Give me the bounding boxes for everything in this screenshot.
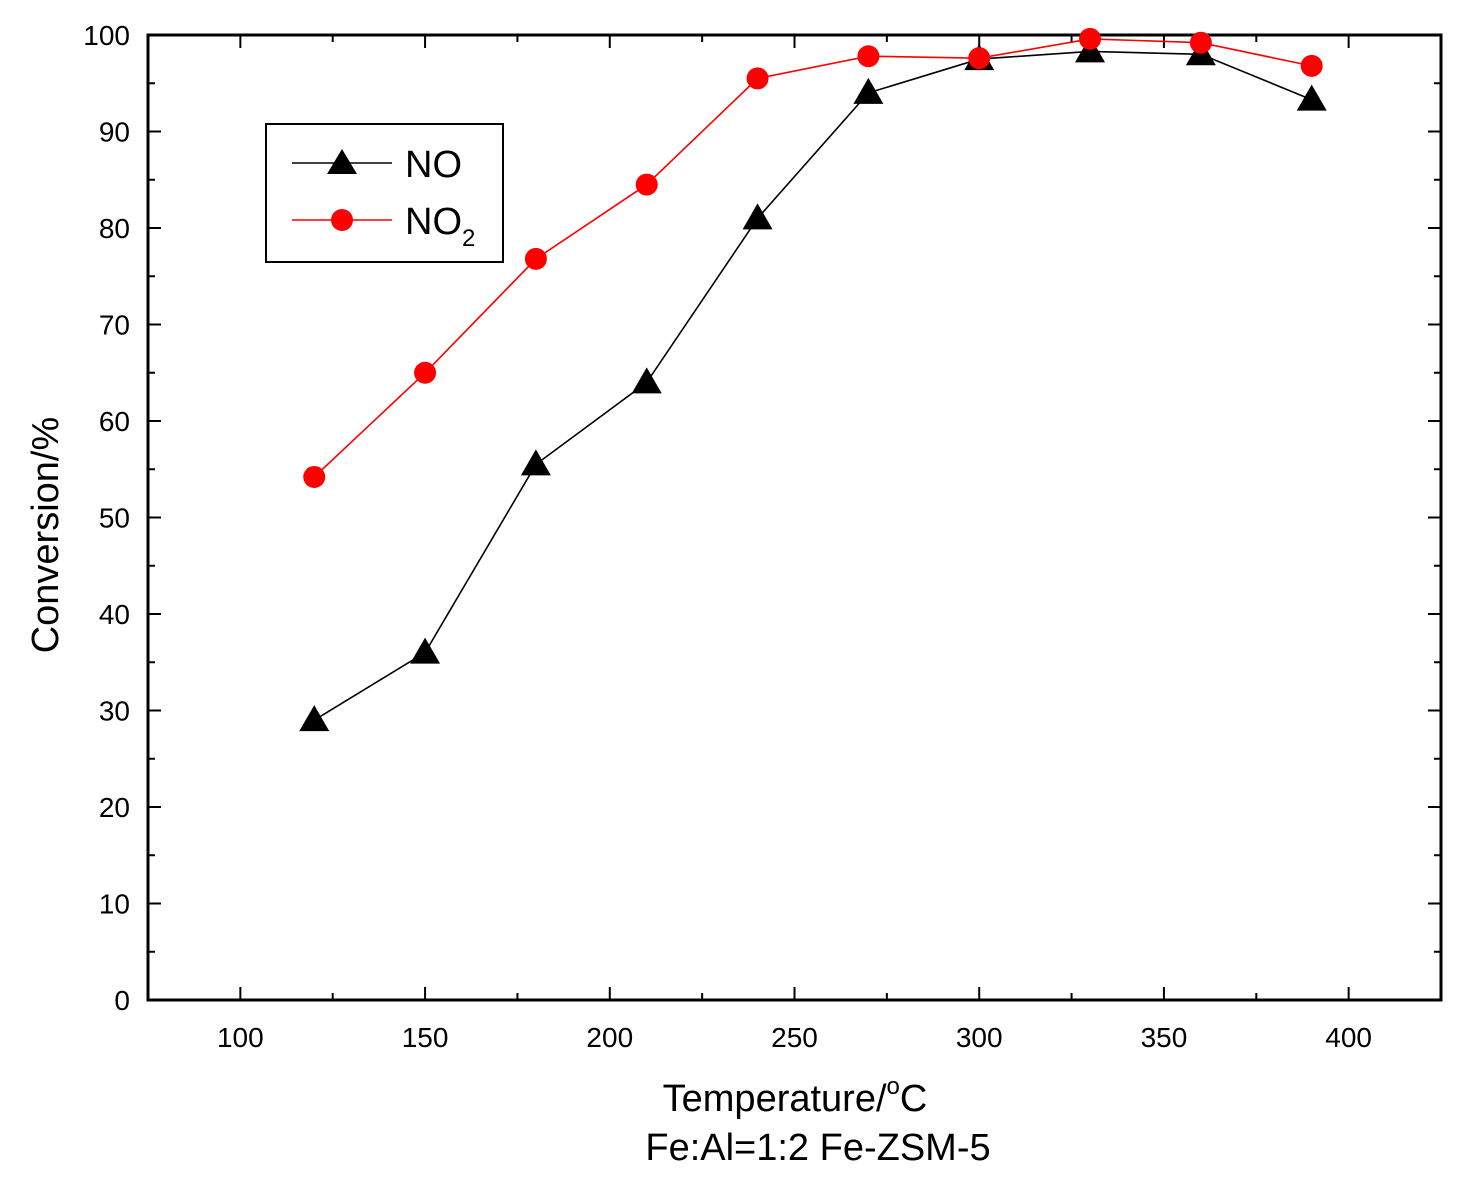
series-no-line <box>313 50 1313 721</box>
series-no2-point <box>746 67 769 90</box>
series-no2-point <box>524 247 547 270</box>
series-no2-point <box>1189 31 1212 54</box>
series-no2-point <box>1300 54 1323 77</box>
series-no-point <box>1296 84 1327 111</box>
series-no2-point <box>968 47 991 70</box>
legend-box <box>265 123 504 263</box>
series-no2-line <box>313 38 1312 478</box>
y-axis-title: Conversion/% <box>25 417 67 654</box>
series-no-point <box>520 449 551 476</box>
y-tick-label: 20 <box>99 792 130 823</box>
series-no-point <box>299 705 330 732</box>
legend-no-marker <box>327 149 357 174</box>
y-tick-label: 30 <box>99 696 130 727</box>
series-layer <box>299 27 1327 732</box>
chart-caption: Fe:Al=1:2 Fe-ZSM-5 <box>645 1127 990 1169</box>
series-no2-point <box>1079 27 1102 50</box>
series-no2-point <box>635 173 658 196</box>
x-tick-label: 350 <box>1141 1022 1188 1053</box>
y-tick-label: 90 <box>99 117 130 148</box>
x-tick-label: 300 <box>956 1022 1003 1053</box>
x-tick-label: 250 <box>771 1022 818 1053</box>
x-tick-label: 100 <box>217 1022 264 1053</box>
series-no2-point <box>414 361 437 384</box>
series-no-point <box>853 77 884 104</box>
series-no-point <box>410 637 441 664</box>
series-no2-point <box>857 45 880 68</box>
legend-no2-label: NO2 <box>405 201 475 252</box>
legend-no-label: NO <box>405 144 462 186</box>
y-tick-label: 60 <box>99 406 130 437</box>
y-tick-label: 80 <box>99 213 130 244</box>
x-axis-ticks: 100 150 200 250 300 350 400 <box>217 35 1372 1053</box>
series-no-point <box>742 203 773 230</box>
y-tick-label: 10 <box>99 889 130 920</box>
x-axis-title: Temperature/oC <box>663 1073 928 1120</box>
y-tick-label: 0 <box>114 985 130 1016</box>
y-tick-label: 50 <box>99 503 130 534</box>
series-no-point <box>631 367 662 394</box>
x-tick-label: 200 <box>586 1022 633 1053</box>
y-axis-ticks: 0 10 20 30 40 50 60 70 80 90 100 <box>83 20 1441 1016</box>
series-no2-point <box>303 465 326 488</box>
x-tick-label: 150 <box>402 1022 449 1053</box>
y-tick-label: 40 <box>99 599 130 630</box>
legend-no2-marker <box>331 209 353 231</box>
x-tick-label: 400 <box>1325 1022 1372 1053</box>
y-tick-label: 100 <box>83 20 130 51</box>
y-tick-label: 70 <box>99 310 130 341</box>
legend: NO NO2 <box>265 123 504 263</box>
